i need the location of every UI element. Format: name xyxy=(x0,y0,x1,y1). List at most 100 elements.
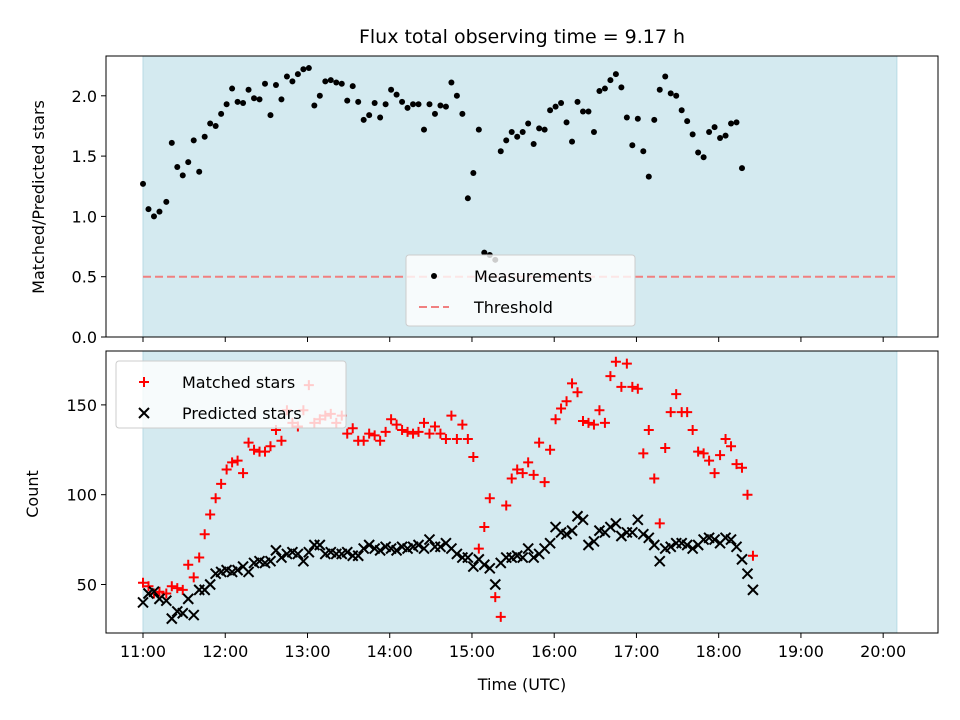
matched-star-point xyxy=(391,419,402,430)
measurement-point xyxy=(601,85,608,92)
predicted-star-point xyxy=(582,539,595,551)
predicted-star-point xyxy=(363,539,375,551)
predicted-star-point xyxy=(544,537,556,549)
measurement-point xyxy=(706,128,713,135)
measurement-point xyxy=(678,107,685,114)
measurement-point xyxy=(700,154,707,161)
matched-star-point xyxy=(660,442,671,453)
x-tick-label: 19:00 xyxy=(778,642,824,661)
matched-star-point xyxy=(501,500,512,511)
matched-star-point xyxy=(747,550,758,561)
predicted-star-point xyxy=(632,514,644,526)
matched-star-point xyxy=(649,473,660,484)
matched-star-point xyxy=(468,451,479,462)
measurement-point xyxy=(722,132,729,139)
matched-star-point xyxy=(654,518,665,529)
predicted-star-point xyxy=(615,530,628,542)
matched-star-point xyxy=(205,509,216,520)
x-tick-label: 12:00 xyxy=(202,642,248,661)
matched-star-point xyxy=(473,543,484,554)
measurement-point xyxy=(305,65,312,72)
matched-star-point xyxy=(347,423,358,434)
x-axis-label: Time (UTC) xyxy=(477,675,566,694)
predicted-star-point xyxy=(462,551,474,564)
x-tick-label: 15:00 xyxy=(449,642,495,661)
predicted-star-point xyxy=(341,546,353,558)
matched-star-point xyxy=(534,437,545,448)
predicted-star-point xyxy=(686,542,699,555)
measurement-point xyxy=(623,114,630,121)
matched-star-point xyxy=(627,381,638,392)
measurement-point xyxy=(585,108,592,115)
predicted-star-point xyxy=(741,568,754,580)
predicted-star-point xyxy=(390,544,403,557)
measurement-point xyxy=(190,137,197,144)
measurement-point xyxy=(278,96,285,103)
matched-star-point xyxy=(621,358,632,369)
measurement-point xyxy=(185,159,192,166)
measurement-point xyxy=(530,141,537,148)
measurement-point xyxy=(316,92,323,99)
predicted-star-point xyxy=(648,539,660,551)
predicted-star-point xyxy=(588,535,600,548)
measurement-point xyxy=(234,98,241,105)
matched-star-point xyxy=(610,356,621,367)
measurement-point xyxy=(431,110,438,117)
matched-star-point xyxy=(512,464,523,475)
predicted-star-point xyxy=(566,524,578,537)
measurement-point xyxy=(251,95,258,102)
matched-star-point xyxy=(243,437,254,448)
matched-star-point xyxy=(221,464,232,475)
measurement-point xyxy=(547,107,554,114)
measurement-point xyxy=(150,213,157,220)
measurement-point xyxy=(590,128,597,135)
matched-star-point xyxy=(408,428,419,439)
matched-star-point xyxy=(342,428,353,439)
matched-star-point xyxy=(561,396,572,407)
predicted-star-point xyxy=(270,544,282,557)
matched-star-point xyxy=(402,426,413,437)
predicted-star-point xyxy=(275,551,288,564)
legend-label: Predicted stars xyxy=(182,404,302,423)
axes-frame xyxy=(105,350,939,634)
bottom-panel: 11:00 12:00 13:00 14:00 15:00 16:00 17:00 18:00… xyxy=(66,350,939,661)
matched-star-point xyxy=(643,425,654,436)
matched-star-point xyxy=(210,493,221,504)
x-tick-label: 11:00 xyxy=(120,642,166,661)
matched-star-point xyxy=(726,441,737,452)
measurement-point xyxy=(519,128,526,135)
measurement-point xyxy=(371,100,378,107)
measurement-point xyxy=(459,110,466,117)
measurement-point xyxy=(212,122,219,129)
matched-star-point xyxy=(199,529,210,540)
matched-star-point xyxy=(616,381,627,392)
bottom-y-axis-label: Count xyxy=(23,470,42,518)
predicted-star-point xyxy=(736,553,748,566)
measurement-point xyxy=(145,206,152,213)
matched-star-point xyxy=(594,405,605,416)
measurement-point xyxy=(360,116,367,123)
measurement-point xyxy=(574,98,581,105)
matched-star-point xyxy=(572,387,583,398)
matched-star-point xyxy=(238,468,249,479)
y-tick-label: 150 xyxy=(66,396,97,415)
measurement-point xyxy=(645,173,652,180)
measurement-point xyxy=(399,98,406,105)
legend-box xyxy=(115,360,347,429)
matched-star-point xyxy=(588,419,599,430)
predicted-star-point xyxy=(626,526,639,539)
x-tick-label: 17:00 xyxy=(613,642,659,661)
measurement-point xyxy=(563,119,570,126)
measurement-point xyxy=(174,163,181,170)
predicted-star-point xyxy=(242,566,255,578)
measurement-point xyxy=(618,84,625,91)
predicted-star-point xyxy=(451,548,463,560)
matched-star-point xyxy=(386,414,397,425)
legend-marker-x xyxy=(138,407,150,419)
matched-star-point xyxy=(687,425,698,436)
legend-box xyxy=(405,254,636,327)
predicted-star-point xyxy=(484,562,496,575)
matched-star-point xyxy=(259,446,270,457)
measurement-point xyxy=(569,138,576,145)
matched-star-point xyxy=(665,407,676,418)
